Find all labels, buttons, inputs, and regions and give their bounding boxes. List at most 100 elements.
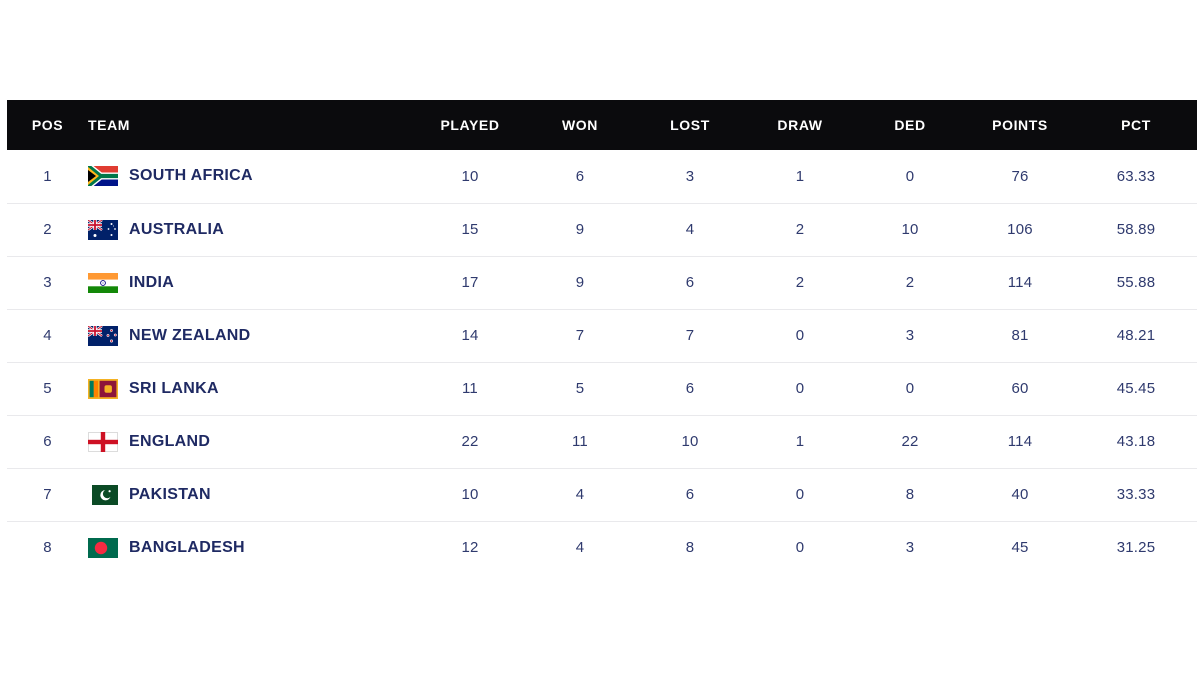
- table-row: 5 SRI LANKA 11 5 6 0 0 60 45.45: [7, 362, 1197, 415]
- pos-value: 3: [43, 274, 52, 291]
- team-name: PAKISTAN: [129, 485, 211, 503]
- draw-value: 0: [795, 380, 805, 397]
- team-cell: INDIA: [88, 256, 415, 309]
- team-cell-content: PAKISTAN: [88, 484, 415, 505]
- lost-value: 6: [685, 380, 695, 397]
- team-cell-content: BANGLADESH: [88, 537, 415, 558]
- table-row: 6 ENGLAND 22 11 10 1 22 114 43.18: [7, 415, 1197, 468]
- table-row: 8 BANGLADESH 12 4 8 0 3 45 31.25: [7, 521, 1197, 574]
- draw-value: 1: [795, 167, 805, 185]
- won-value: 9: [575, 221, 585, 238]
- won-value: 4: [575, 486, 585, 503]
- team-cell-content: INDIA: [88, 272, 415, 293]
- sri-lanka-flag-icon: [88, 378, 118, 399]
- team-name: SOUTH AFRICA: [129, 167, 253, 185]
- lost-value: 6: [685, 274, 695, 291]
- lost-value: 6: [685, 486, 695, 503]
- header-row: POS TEAM PLAYED WON LOST DRAW DED POINTS PCT: [7, 100, 1197, 150]
- column-header-pct: PCT: [1121, 117, 1151, 133]
- england-flag-icon: [88, 431, 118, 452]
- pct-value: 58.89: [1116, 221, 1156, 238]
- ded-value: 3: [905, 327, 915, 344]
- pct-value: 33.33: [1116, 486, 1156, 503]
- column-header-points: POINTS: [992, 117, 1048, 133]
- won-value: 4: [575, 539, 585, 557]
- ded-value: 8: [905, 486, 915, 503]
- points-value: 81: [1011, 327, 1029, 344]
- pakistan-flag-icon: [88, 484, 118, 505]
- played-value: 12: [461, 539, 479, 557]
- team-cell: ENGLAND: [88, 415, 415, 468]
- draw-value: 1: [795, 433, 805, 450]
- played-value: 22: [461, 433, 479, 450]
- pos-value: 6: [43, 433, 52, 450]
- draw-value: 2: [795, 221, 805, 238]
- team-cell: NEW ZEALAND: [88, 309, 415, 362]
- table-row: 1 SOUTH AFRICA 10 6 3 1 0 76 63.33: [7, 150, 1197, 203]
- team-name: BANGLADESH: [129, 538, 245, 556]
- column-header-draw: DRAW: [777, 117, 823, 133]
- australia-flag-icon: [88, 219, 118, 240]
- team-cell-content: ENGLAND: [88, 431, 415, 452]
- played-value: 14: [461, 327, 479, 344]
- ded-value: 0: [905, 380, 915, 397]
- pos-value: 5: [43, 380, 52, 397]
- points-value: 114: [1007, 274, 1033, 291]
- team-cell-content: SRI LANKA: [88, 378, 415, 399]
- column-header-ded: DED: [894, 117, 926, 133]
- team-cell-content: SOUTH AFRICA: [88, 166, 415, 187]
- new-zealand-flag-icon: [88, 325, 118, 346]
- south-africa-flag-icon: [88, 166, 118, 187]
- team-name: SRI LANKA: [129, 379, 219, 397]
- draw-value: 0: [795, 539, 805, 557]
- lost-value: 3: [685, 167, 695, 185]
- won-value: 11: [572, 433, 588, 450]
- team-cell: AUSTRALIA: [88, 203, 415, 256]
- points-value: 40: [1011, 486, 1029, 503]
- column-header-lost: LOST: [670, 117, 710, 133]
- won-value: 7: [575, 327, 585, 344]
- lost-value: 10: [681, 433, 699, 450]
- column-header-pos: POS: [31, 117, 64, 133]
- pct-value: 45.45: [1116, 380, 1156, 397]
- points-value: 106: [1007, 221, 1033, 238]
- team-cell-content: AUSTRALIA: [88, 219, 415, 240]
- pos-value: 1: [43, 167, 52, 185]
- team-cell: PAKISTAN: [88, 468, 415, 521]
- played-value: 10: [461, 167, 479, 185]
- team-name: AUSTRALIA: [129, 220, 225, 238]
- points-value: 60: [1011, 380, 1029, 397]
- ded-value: 3: [905, 539, 915, 557]
- pct-value: 63.33: [1116, 167, 1156, 185]
- table-row: 2 AUSTRALIA 15 9 4 2 10 106 58.89: [7, 203, 1197, 256]
- bangladesh-flag-icon: [88, 537, 118, 558]
- pct-value: 55.88: [1116, 274, 1156, 291]
- points-value: 45: [1011, 539, 1029, 557]
- draw-value: 2: [795, 274, 805, 291]
- ded-value: 0: [905, 167, 915, 185]
- played-value: 10: [461, 486, 479, 503]
- column-header-won: WON: [561, 117, 598, 133]
- pct-value: 31.25: [1116, 539, 1156, 557]
- lost-value: 8: [685, 539, 695, 557]
- pos-value: 4: [43, 327, 52, 344]
- won-value: 9: [575, 274, 585, 291]
- column-header-team: TEAM: [88, 117, 131, 133]
- played-value: 17: [461, 274, 479, 291]
- standings-table: POS TEAM PLAYED WON LOST DRAW DED POINTS PCT 1 SO…: [7, 100, 1197, 574]
- draw-value: 0: [795, 327, 805, 344]
- pos-value: 2: [43, 221, 52, 238]
- table-row: 7 PAKISTAN 10 4 6 0 8 40 33.33: [7, 468, 1197, 521]
- ded-value: 22: [901, 433, 919, 450]
- points-value: 114: [1007, 433, 1033, 450]
- team-cell: SOUTH AFRICA: [88, 150, 415, 203]
- pos-value: 7: [43, 486, 52, 503]
- team-cell: SRI LANKA: [88, 362, 415, 415]
- table-row: 4 NEW ZEALAND 14 7 7 0 3 81 48.21: [7, 309, 1197, 362]
- won-value: 6: [575, 167, 585, 185]
- played-value: 15: [461, 221, 479, 238]
- india-flag-icon: [88, 272, 118, 293]
- pos-value: 8: [43, 539, 52, 557]
- table-header: POS TEAM PLAYED WON LOST DRAW DED POINTS PCT: [7, 100, 1197, 150]
